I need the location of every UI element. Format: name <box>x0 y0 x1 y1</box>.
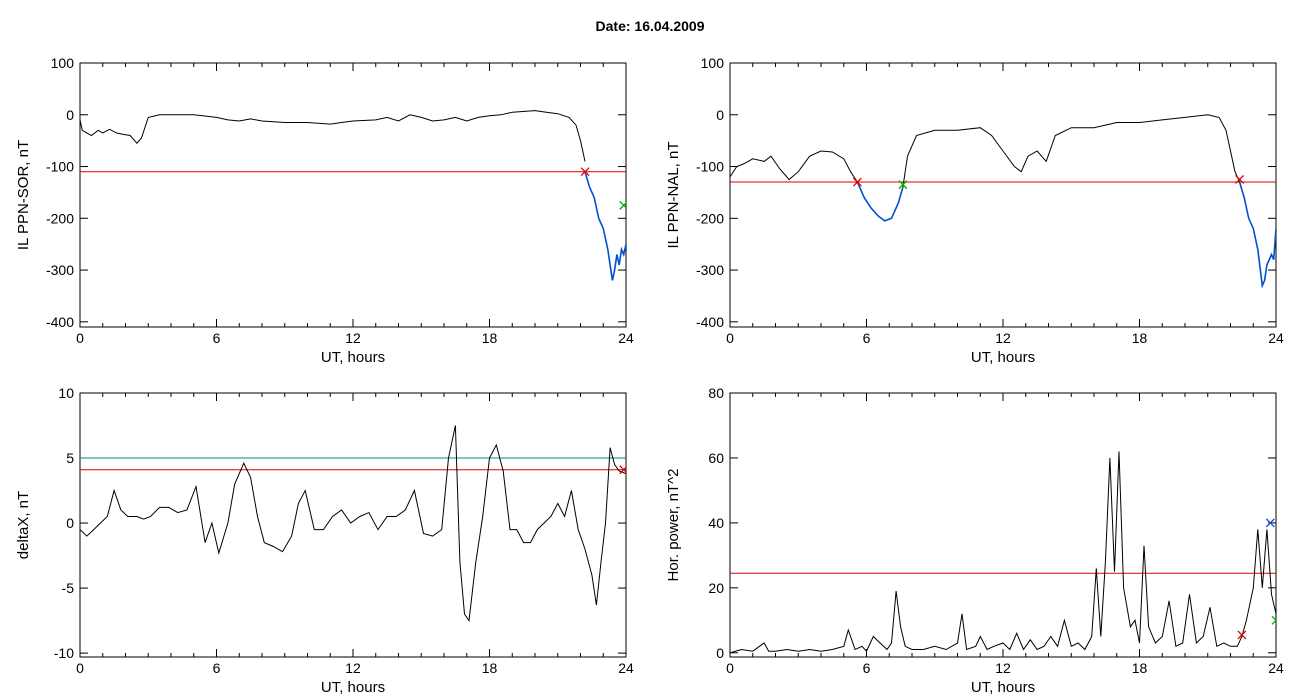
marker-x <box>898 180 908 190</box>
y-axis-label: Hor. power, nT^2 <box>665 469 682 582</box>
x-tick-label: 12 <box>995 660 1011 676</box>
chart-panel-1: 0 6 12 18 24 100 0 -100 -200 -300 -400 UT, hours IL … <box>15 55 634 366</box>
y-tick-label: -200 <box>46 210 74 226</box>
marker-x <box>852 177 862 187</box>
y-tick-label: 80 <box>708 385 724 401</box>
y-tick-label: -300 <box>696 262 724 278</box>
storm-trace <box>856 181 904 222</box>
plot-data <box>730 451 1276 654</box>
y-tick-label: 5 <box>66 450 74 466</box>
plot-frame <box>79 62 627 328</box>
x-axis-label: UT, hours <box>971 679 1035 696</box>
y-tick-label: 100 <box>701 55 725 71</box>
marker-x <box>619 465 626 475</box>
signal-trace <box>80 425 626 622</box>
plot-data <box>80 110 626 281</box>
x-tick-label: 24 <box>618 330 634 346</box>
x-tick-label: 18 <box>482 660 498 676</box>
y-tick-label: 40 <box>708 515 724 531</box>
x-tick-label: 12 <box>995 330 1011 346</box>
y-tick-label: -100 <box>696 159 724 175</box>
x-axis-label: UT, hours <box>321 349 385 366</box>
y-axis-label: IL PPN-NAL, nT <box>665 142 682 249</box>
y-tick-label: -300 <box>46 262 74 278</box>
x-tick-label: 6 <box>863 660 871 676</box>
signal-trace <box>730 150 858 183</box>
chart-panel-2: 0 6 12 18 24 100 0 -100 -200 -300 -400 UT, hours IL … <box>665 55 1284 366</box>
y-tick-label: 20 <box>708 580 724 596</box>
plot-data <box>80 425 626 622</box>
plot-data <box>730 114 1276 289</box>
y-tick-label: 60 <box>708 450 724 466</box>
chart-panel-4: 0 6 12 18 24 80 60 40 20 0 UT, hours Hor. power, nT… <box>665 385 1284 696</box>
y-tick-label: 0 <box>716 645 724 661</box>
x-tick-label: 6 <box>213 330 221 346</box>
y-tick-label: -400 <box>46 314 74 330</box>
plot-frame <box>729 392 1277 658</box>
x-tick-label: 0 <box>76 330 84 346</box>
x-tick-label: 18 <box>1132 660 1148 676</box>
chart-panel-3: 0 6 12 18 24 10 5 0 -5 -10 UT, hours deltaX, nT <box>15 385 634 696</box>
x-tick-label: 24 <box>1268 660 1284 676</box>
y-tick-label: -200 <box>696 210 724 226</box>
storm-trace <box>584 171 626 281</box>
marker-x <box>1271 615 1276 625</box>
x-tick-label: 6 <box>213 660 221 676</box>
y-tick-label: 0 <box>66 515 74 531</box>
storm-trace <box>1238 181 1276 289</box>
marker-x <box>1265 518 1275 528</box>
x-axis-label: UT, hours <box>971 349 1035 366</box>
signal-trace <box>730 451 1276 654</box>
x-tick-label: 6 <box>863 330 871 346</box>
x-tick-label: 18 <box>482 330 498 346</box>
y-axis-label: deltaX, nT <box>15 491 32 559</box>
y-tick-label: 10 <box>58 385 74 401</box>
x-tick-label: 0 <box>76 660 84 676</box>
x-tick-label: 18 <box>1132 330 1148 346</box>
page-title: Date: 16.04.2009 <box>595 18 705 34</box>
y-tick-label: -10 <box>54 645 74 661</box>
marker-x <box>619 200 626 210</box>
y-tick-label: 0 <box>716 107 724 123</box>
y-tick-label: -400 <box>696 314 724 330</box>
signal-trace <box>80 110 586 162</box>
x-tick-label: 24 <box>1268 330 1284 346</box>
marker-x <box>1237 630 1247 640</box>
x-tick-label: 12 <box>345 330 361 346</box>
x-tick-label: 12 <box>345 660 361 676</box>
plot-frame <box>729 62 1277 328</box>
y-tick-label: 100 <box>51 55 75 71</box>
x-tick-label: 0 <box>726 660 734 676</box>
y-tick-label: 0 <box>66 107 74 123</box>
x-tick-label: 24 <box>618 660 634 676</box>
y-tick-label: -100 <box>46 159 74 175</box>
signal-trace <box>902 114 1241 188</box>
plot-frame <box>79 392 627 658</box>
x-tick-label: 0 <box>726 330 734 346</box>
marker-x <box>580 167 590 177</box>
x-axis-label: UT, hours <box>321 679 385 696</box>
marker-x <box>1235 175 1245 184</box>
y-axis-label: IL PPN-SOR, nT <box>15 140 32 250</box>
y-tick-label: -5 <box>62 580 75 596</box>
